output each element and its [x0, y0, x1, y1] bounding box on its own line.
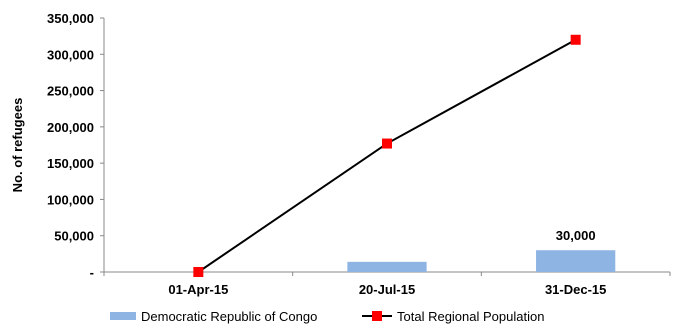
legend-label-drc: Democratic Republic of Congo	[141, 309, 317, 324]
legend-swatch-drc	[110, 312, 136, 320]
bar-drc-1	[347, 261, 427, 272]
line-marker-0	[193, 267, 204, 277]
bar-series	[347, 250, 616, 272]
y-tick-label: 100,000	[47, 192, 94, 207]
y-ticks: - 50,000 100,000 150,000 200,000 250,000 300,0…	[47, 11, 104, 280]
data-labels: 30,000	[556, 228, 596, 243]
legend-marker-total	[372, 311, 382, 321]
legend-label-total: Total Regional Population	[397, 309, 544, 324]
y-tick-label: 300,000	[47, 47, 94, 62]
y-tick-label: 250,000	[47, 84, 94, 99]
line-marker-1	[382, 138, 392, 149]
x-tick-label: 20-Jul-15	[359, 282, 415, 297]
y-tick-label: -	[90, 265, 94, 280]
line-marker-2	[570, 34, 581, 45]
bar-drc-2	[536, 250, 616, 272]
y-tick-label: 350,000	[47, 11, 94, 26]
x-tick-label: 31-Dec-15	[545, 282, 606, 297]
y-tick-label: 150,000	[47, 156, 94, 171]
x-tick-label: 01-Apr-15	[168, 282, 228, 297]
y-tick-label: 200,000	[47, 120, 94, 135]
y-tick-label: 50,000	[54, 229, 94, 244]
line-total-regional	[197, 38, 577, 273]
legend: Democratic Republic of Congo Total Regio…	[110, 309, 544, 324]
x-ticks: 01-Apr-15 20-Jul-15 31-Dec-15	[103, 272, 671, 297]
data-label: 30,000	[556, 228, 596, 243]
line-series	[193, 34, 581, 277]
y-axis-title: No. of refugees	[10, 98, 25, 193]
